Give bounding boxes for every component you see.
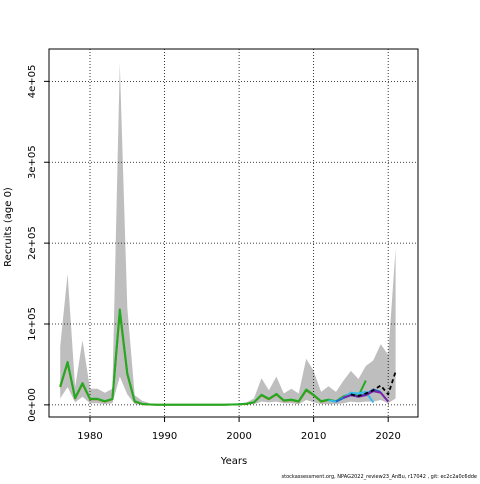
x-tick-label: 1980 bbox=[77, 431, 102, 442]
x-tick-label: 2020 bbox=[375, 431, 400, 442]
y-tick-label: 4e+05 bbox=[27, 65, 38, 99]
grid-layer bbox=[49, 49, 418, 417]
y-tick-label: 1e+05 bbox=[27, 307, 38, 341]
confidence-band-layer bbox=[60, 63, 396, 405]
confidence-band bbox=[60, 63, 396, 405]
y-tick-label: 0e+00 bbox=[27, 388, 38, 422]
y-tick-label: 2e+05 bbox=[27, 226, 38, 260]
x-tick-label: 2010 bbox=[301, 431, 326, 442]
x-tick-label: 2000 bbox=[226, 431, 251, 442]
footnote: stockassessment.org, NPAG2022_review23_A… bbox=[282, 474, 477, 480]
series-line-2 bbox=[59, 308, 367, 406]
y-tick-label: 3e+05 bbox=[27, 145, 38, 179]
x-tick-label: 1990 bbox=[152, 431, 177, 442]
axis-layer: 1980 1990 2000 2010 2020 0e+00 1e+05 2e+05 3e+05… bbox=[27, 65, 401, 442]
x-axis-title: Years bbox=[220, 456, 247, 467]
plot-frame bbox=[48, 48, 419, 418]
series-line-6 bbox=[350, 371, 397, 397]
y-axis-title: Recruits (age 0) bbox=[3, 187, 14, 267]
series-layer bbox=[59, 308, 397, 406]
